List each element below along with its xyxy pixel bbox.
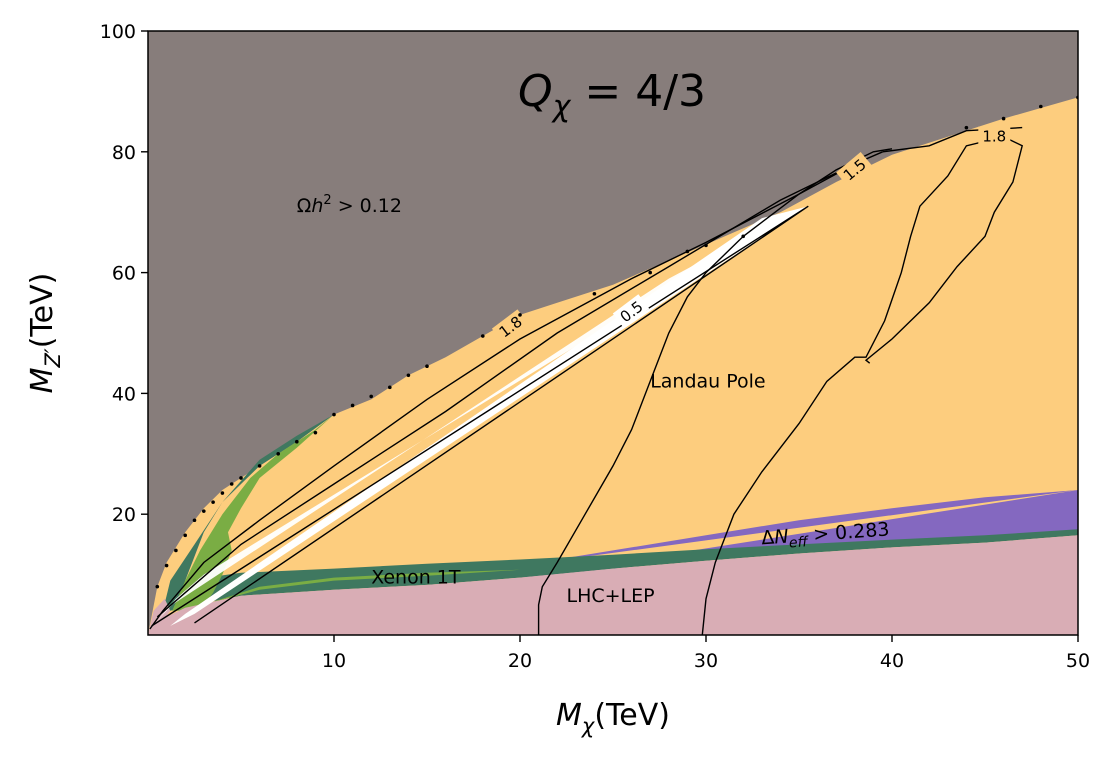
x-tick-label: 20 <box>508 650 532 672</box>
y-tick-label: 20 <box>112 504 136 526</box>
relic-dot <box>155 584 160 589</box>
contour-label-3: 1.8 <box>982 128 1006 146</box>
chart-title: Qχ = 4/3 <box>518 66 706 124</box>
y-tick-label: 80 <box>112 142 136 164</box>
lhc-lep-region <box>148 535 1078 635</box>
contour-line-0 <box>151 205 809 627</box>
region-label: LHC+LEP <box>567 585 655 607</box>
region-label: Landau Pole <box>650 370 765 392</box>
contour-label-bg-2 <box>836 151 873 187</box>
x-tick-label: 40 <box>880 650 904 672</box>
vertical-contour-0 <box>537 148 893 635</box>
y-tick-label: 40 <box>112 383 136 405</box>
vertical-contour-1 <box>701 135 1024 635</box>
contour-label-bg-0 <box>612 294 650 328</box>
relic-dot <box>295 439 299 444</box>
relic-dot <box>332 412 336 417</box>
x-axis-ticks: 10 20 30 40 50 <box>322 635 1090 672</box>
relic-dot <box>741 234 745 239</box>
x-axis-title: Mχ(TeV) <box>556 698 670 738</box>
relic-dot <box>192 518 197 523</box>
relic-dot <box>183 533 187 538</box>
relic-dot <box>425 364 429 369</box>
relic-dot <box>369 394 374 399</box>
relic-dot <box>211 500 215 504</box>
relic-dot <box>276 452 281 456</box>
relic-dot <box>174 548 178 553</box>
relic-dot <box>229 482 234 486</box>
region-label: Ωh2 > 0.12 <box>297 193 402 217</box>
relic-dot <box>518 313 522 317</box>
relic-dot <box>257 464 262 468</box>
x-tick-label: 50 <box>1066 650 1090 672</box>
region-label: Xenon 1T <box>371 567 461 589</box>
relic-dot <box>1039 104 1043 109</box>
x-tick-label: 10 <box>322 650 346 672</box>
contour-label-bg-3 <box>978 126 1011 145</box>
relic-dot <box>313 430 318 435</box>
contour-label-bg-1 <box>491 309 529 343</box>
relic-dot <box>350 403 355 408</box>
relic-dot <box>592 291 597 296</box>
plot-area: 0.51.81.51.8 <box>148 31 1078 635</box>
relic-excluded-region <box>148 31 1078 635</box>
relic-dot <box>406 373 411 378</box>
relic-dot <box>1001 116 1006 121</box>
xenon-light-wedge <box>172 414 334 611</box>
relic-dot <box>704 243 708 248</box>
xenon-light-band <box>194 569 520 608</box>
y-axis-ticks: 20 40 60 80 100 <box>100 21 148 526</box>
relic-dot <box>164 563 169 568</box>
plot-frame <box>147 30 1079 636</box>
relic-dot <box>648 270 652 275</box>
relic-dot <box>685 249 690 254</box>
relic-dot <box>239 476 243 480</box>
xenon-dark-band <box>162 529 1078 617</box>
y-tick-label: 100 <box>100 21 136 43</box>
allowed-white-band <box>170 206 809 626</box>
y-axis-title: MZ′(TeV) <box>25 273 65 394</box>
relic-dot <box>220 491 225 495</box>
delta-neff-region <box>520 490 1078 578</box>
relic-dot <box>202 509 206 513</box>
x-tick-label: 30 <box>694 650 718 672</box>
y-tick-label: 60 <box>112 263 136 285</box>
relic-dot <box>964 125 969 130</box>
relic-dot <box>481 334 485 338</box>
relic-dot <box>388 385 392 390</box>
